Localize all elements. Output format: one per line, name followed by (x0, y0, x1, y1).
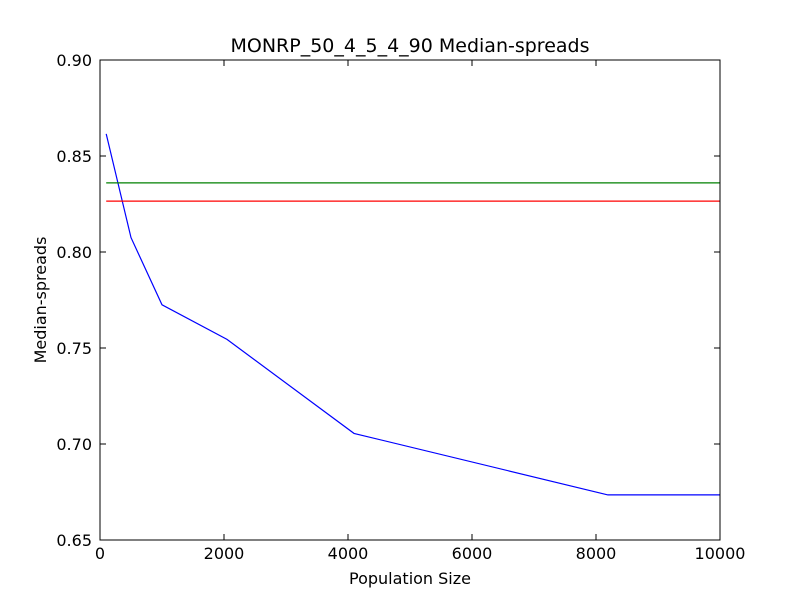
y-tick-label: 0.85 (56, 147, 92, 166)
x-tick-label: 2000 (204, 544, 245, 563)
y-axis-label: Median-spreads (31, 237, 50, 364)
series-line-1 (105, 133, 720, 496)
x-tick-label: 0 (95, 544, 105, 563)
x-tick-label: 8000 (576, 544, 617, 563)
y-tick-label: 0.80 (56, 243, 92, 262)
x-tick-label: 10000 (695, 544, 746, 563)
plot-frame (99, 59, 721, 541)
y-tick-label: 0.90 (56, 51, 92, 70)
y-tick-label: 0.70 (56, 435, 92, 454)
x-tick-label: 6000 (452, 544, 493, 563)
y-tick-label: 0.75 (56, 339, 92, 358)
chart-title: MONRP_50_4_5_4_90 Median-spreads (231, 35, 590, 57)
y-tick-label: 0.65 (56, 531, 92, 550)
ticks-layer: 0 2000 4000 6000 8000 10000 0.65 0.70 0.75 0.80 0.… (56, 51, 745, 563)
x-tick-label: 4000 (328, 544, 369, 563)
x-axis-label: Population Size (349, 569, 471, 588)
series-layer (105, 133, 720, 496)
